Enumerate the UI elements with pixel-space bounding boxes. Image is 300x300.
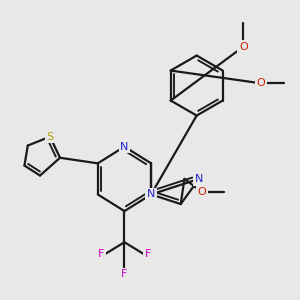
Text: F: F (98, 249, 104, 260)
Text: F: F (145, 249, 151, 260)
Text: F: F (121, 269, 127, 279)
Text: S: S (46, 132, 54, 142)
Text: O: O (198, 187, 207, 197)
Text: N: N (120, 142, 129, 152)
Text: N: N (195, 174, 203, 184)
Text: O: O (239, 42, 248, 52)
Text: N: N (147, 189, 155, 200)
Text: O: O (257, 78, 266, 88)
